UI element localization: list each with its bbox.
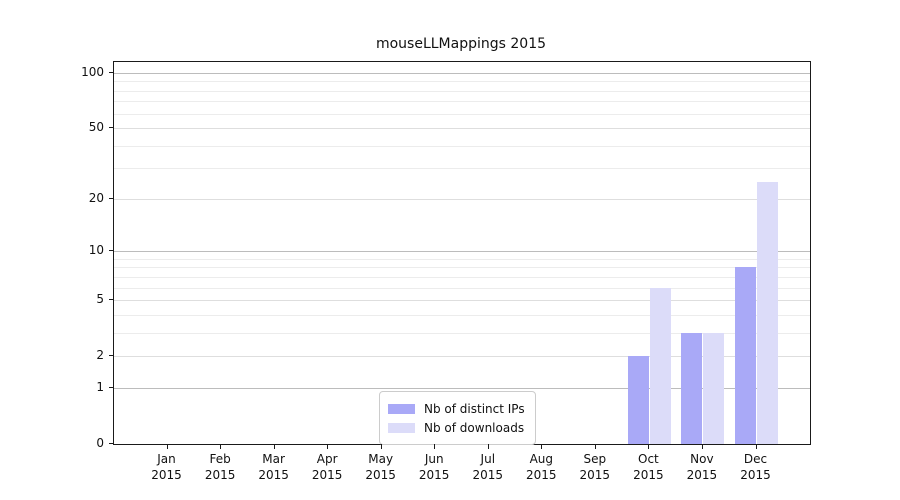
legend-swatch-downloads (388, 422, 415, 433)
y-tick-label: 1 (96, 380, 104, 395)
x-tick-month: Aug (529, 452, 554, 466)
y-axis-tick (109, 198, 113, 200)
minor-gridline (114, 90, 810, 92)
x-tick-label: Nov 2015 (672, 451, 732, 483)
x-axis-tick (220, 444, 222, 449)
major-gridline (114, 251, 810, 253)
x-axis-tick (487, 444, 489, 449)
legend: Nb of distinct IPs Nb of downloads (379, 391, 536, 445)
y-tick-label: 2 (96, 347, 104, 362)
x-tick-year: 2015 (686, 468, 718, 482)
x-tick-month: Feb (209, 452, 231, 466)
minor-gridline (114, 332, 810, 334)
bar-downloads (649, 287, 671, 444)
x-tick-year: 2015 (418, 468, 450, 482)
chart-title: mouseLLMappings 2015 (375, 36, 547, 52)
major-gridline (114, 199, 810, 201)
major-gridline (114, 127, 810, 129)
legend-item-downloads: Nb of downloads (388, 418, 525, 437)
y-axis-tick (109, 250, 113, 252)
x-axis-tick (434, 444, 436, 449)
minor-gridline (114, 145, 810, 147)
x-tick-label: Jun 2015 (404, 451, 464, 483)
x-axis-tick (594, 444, 596, 449)
x-axis-tick (541, 444, 543, 449)
x-tick-label: Feb 2015 (190, 451, 250, 483)
x-tick-label: Aug 2015 (511, 451, 571, 483)
major-gridline (114, 300, 810, 301)
minor-gridline (114, 258, 810, 260)
x-tick-year: 2015 (740, 468, 771, 482)
y-axis-tick (109, 354, 113, 356)
x-tick-month: Jul (480, 452, 496, 466)
legend-label-distinct-ips: Nb of distinct IPs (424, 401, 525, 416)
y-tick-label: 5 (96, 292, 104, 306)
minor-gridline (114, 81, 810, 83)
bar-distinct-ips (681, 332, 703, 444)
legend-swatch-distinct-ips (388, 403, 415, 414)
y-axis-tick (109, 443, 113, 444)
major-gridline (114, 73, 810, 74)
x-tick-month: Dec (743, 452, 768, 466)
x-tick-label: Jul 2015 (458, 451, 518, 483)
x-tick-year: 2015 (526, 468, 557, 482)
minor-gridline (114, 287, 810, 289)
x-tick-label: Sep 2015 (565, 451, 625, 483)
x-tick-month: May (368, 452, 394, 466)
x-tick-label: Jan 2015 (137, 451, 197, 483)
x-tick-label: Dec 2015 (726, 451, 786, 483)
y-axis-tick (109, 387, 113, 389)
y-tick-label: 50 (88, 119, 104, 134)
legend-label-downloads: Nb of downloads (424, 420, 525, 435)
x-tick-month: Jan (157, 452, 176, 466)
y-tick-label: 0 (96, 436, 104, 450)
x-tick-label: May 2015 (351, 451, 411, 483)
minor-gridline (114, 113, 810, 115)
y-axis-tick (109, 126, 113, 128)
minor-gridline (114, 276, 810, 278)
major-gridline (114, 355, 810, 357)
x-tick-label: Apr 2015 (297, 451, 357, 483)
x-tick-month: Jun (424, 452, 444, 466)
y-tick-label: 20 (88, 191, 104, 206)
x-axis-tick (701, 444, 703, 449)
x-axis-tick (166, 444, 168, 449)
minor-gridline (114, 314, 810, 316)
bar-distinct-ips (735, 267, 756, 444)
plot-area: Nb of distinct IPs Nb of downloads (113, 61, 811, 445)
x-tick-year: 2015 (204, 468, 236, 482)
x-tick-month: Mar (262, 452, 285, 466)
major-gridline (114, 388, 810, 390)
x-tick-year: 2015 (472, 468, 504, 482)
x-tick-year: 2015 (633, 468, 664, 482)
x-tick-year: 2015 (151, 468, 182, 482)
y-tick-label: 100 (81, 65, 104, 79)
x-tick-month: Nov (690, 452, 714, 466)
y-axis-tick (109, 299, 113, 300)
minor-gridline (114, 167, 810, 169)
bar-downloads (757, 182, 778, 444)
x-tick-year: 2015 (579, 468, 611, 482)
bar-downloads (703, 332, 725, 444)
minor-gridline (114, 101, 810, 103)
x-tick-year: 2015 (365, 468, 396, 482)
x-axis-tick (755, 444, 757, 449)
minor-gridline (114, 267, 810, 269)
x-tick-month: Apr (316, 452, 338, 466)
y-axis-tick (109, 72, 113, 73)
legend-item-distinct-ips: Nb of distinct IPs (388, 399, 525, 418)
x-axis-tick (327, 444, 329, 449)
x-tick-label: Oct 2015 (618, 451, 678, 483)
x-axis-tick (380, 444, 382, 449)
bar-distinct-ips (627, 355, 649, 444)
x-tick-month: Sep (583, 452, 607, 466)
x-tick-label: Mar 2015 (244, 451, 304, 483)
y-tick-label: 10 (88, 243, 104, 258)
x-axis-tick (273, 444, 275, 449)
x-tick-year: 2015 (311, 468, 343, 482)
x-axis-tick (648, 444, 650, 449)
x-tick-year: 2015 (258, 468, 289, 482)
x-tick-month: Oct (638, 452, 659, 466)
